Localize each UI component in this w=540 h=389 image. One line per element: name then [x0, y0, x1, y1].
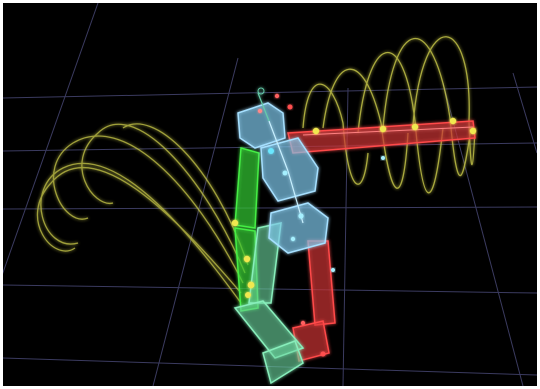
3d-viewport[interactable] — [3, 3, 537, 386]
motion-trails-right — [302, 36, 476, 194]
joint-markers — [231, 117, 477, 298]
right-leg — [292, 240, 336, 362]
motion-trails-left — [37, 123, 249, 304]
control-markers — [257, 93, 326, 357]
animation-scene[interactable] — [3, 3, 537, 386]
lower-leg — [233, 222, 305, 385]
spine-joint-markers — [268, 148, 385, 272]
spine-rig — [237, 87, 329, 254]
